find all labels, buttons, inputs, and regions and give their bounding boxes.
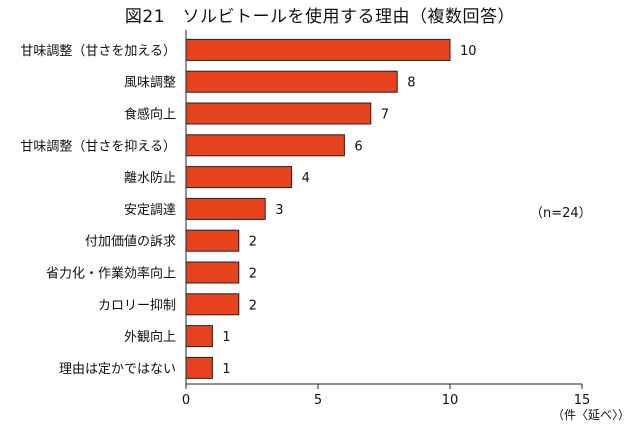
value-label: 2 [249,235,257,250]
x-tick-label: 5 [314,393,322,408]
bar [185,325,213,348]
x-axis-unit-label: （件〈延べ〉） [551,408,630,422]
bar [185,293,240,316]
value-label: 10 [460,44,477,59]
x-tick-label: 10 [442,393,459,408]
bar [185,356,213,379]
value-label: 6 [354,139,362,154]
category-label: 甘味調整（甘さを抑える） [20,139,176,154]
value-label: 1 [222,362,230,377]
category-label: 外観向上 [124,329,176,345]
value-label: 1 [222,330,230,345]
bar [185,102,372,125]
value-label: 7 [381,108,389,123]
category-label: 風味調整 [124,76,176,91]
value-label: 2 [249,298,257,313]
value-label: 8 [407,76,415,91]
value-label: 4 [302,171,310,186]
bar [185,197,266,220]
bar [185,70,398,93]
category-label: 省力化・作業効率向上 [46,266,176,282]
bar [185,229,240,252]
x-tick-label: 0 [182,393,190,408]
value-labels-layer: 10 8 7 6 4 3 2 2 2 1 1 [222,44,476,377]
category-label: 離水防止 [124,170,176,186]
category-label: 食感向上 [124,107,176,123]
bar [185,261,240,284]
sample-size-note: （n=24） [530,206,592,221]
x-axis: 0 5 10 15 [182,30,590,408]
bar [185,166,293,189]
category-label: カロリー抑制 [98,298,176,313]
bar [185,38,451,61]
bar [185,134,345,157]
category-label: 理由は定かではない [59,362,176,377]
x-tick-label: 15 [574,393,591,408]
category-label: 甘味調整（甘さを加える） [20,44,176,59]
value-label: 2 [249,267,257,282]
category-label: 付加価値の訴求 [85,234,176,250]
category-label: 安定調達 [124,203,176,218]
value-label: 3 [275,203,283,218]
chart-title: 図21 ソルビトールを使用する理由（複数回答） [124,7,516,27]
